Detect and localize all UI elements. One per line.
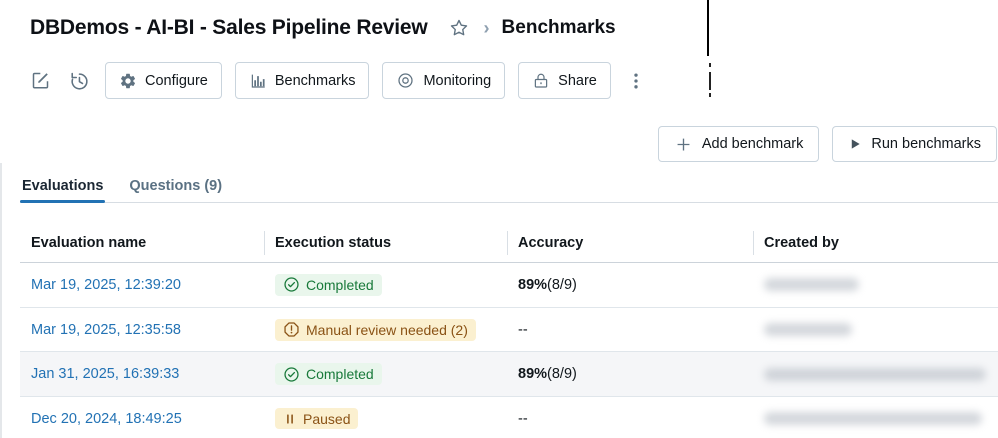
play-icon — [852, 139, 861, 149]
accuracy-cell: -- — [507, 411, 753, 427]
status-label: Paused — [303, 410, 351, 427]
check-circle-icon — [284, 277, 299, 292]
run-benchmarks-button[interactable]: Run benchmarks — [832, 126, 997, 162]
redacted-creator — [764, 278, 859, 292]
eye-icon — [398, 73, 414, 88]
breadcrumb-current: Benchmarks — [501, 17, 616, 38]
benchmarks-button[interactable]: Benchmarks — [234, 62, 370, 99]
status-badge: Completed — [275, 363, 382, 386]
gear-icon — [120, 73, 136, 88]
evaluation-name-cell: Dec 20, 2024, 18:49:25 — [20, 411, 264, 427]
toolbar: Configure Benchmarks Monitoring Share — [28, 62, 648, 99]
accuracy-cell: -- — [507, 322, 753, 338]
created-by-cell — [753, 367, 998, 381]
pause-icon — [287, 414, 293, 424]
kebab-menu-icon[interactable] — [624, 68, 648, 94]
configure-button[interactable]: Configure — [105, 62, 222, 99]
history-icon[interactable] — [66, 68, 92, 94]
column-header-execution-status: Execution status — [264, 224, 507, 262]
execution-status-cell: Manual review needed (2) — [264, 318, 507, 341]
created-by-cell — [753, 323, 998, 337]
execution-status-cell: Completed — [264, 273, 507, 296]
column-header-accuracy: Accuracy — [507, 224, 753, 262]
evaluation-link[interactable]: Dec 20, 2024, 18:49:25 — [31, 410, 182, 427]
monitoring-button-label: Monitoring — [423, 72, 492, 89]
breadcrumb-separator: › — [483, 18, 490, 38]
octagon-exclamation-icon — [284, 322, 299, 337]
evaluation-name-cell: Mar 19, 2025, 12:39:20 — [20, 277, 264, 293]
status-badge: Manual review needed (2) — [275, 318, 476, 341]
status-label: Completed — [306, 366, 374, 383]
accuracy-cell: 89% (8/9) — [507, 277, 753, 293]
share-button-label: Share — [558, 72, 597, 89]
favorite-star-icon[interactable] — [448, 17, 470, 39]
evaluation-link[interactable]: Mar 19, 2025, 12:35:58 — [31, 321, 181, 338]
lock-icon — [534, 73, 548, 88]
created-by-cell — [753, 278, 998, 292]
table-row: Mar 19, 2025, 12:39:20 Completed 89% (8/… — [20, 263, 998, 308]
status-label: Manual review needed (2) — [306, 321, 468, 338]
evaluations-table: Evaluation name Execution status Accurac… — [20, 224, 998, 438]
share-button[interactable]: Share — [518, 62, 611, 99]
redacted-creator — [764, 323, 852, 337]
plus-icon — [677, 138, 690, 150]
accuracy-detail: -- — [518, 410, 528, 427]
column-header-evaluation-name: Evaluation name — [31, 235, 147, 251]
bar-chart-icon — [251, 74, 265, 88]
evaluation-link[interactable]: Mar 19, 2025, 12:39:20 — [31, 276, 181, 293]
redacted-creator — [764, 412, 982, 426]
accuracy-detail: (8/9) — [547, 366, 577, 383]
benchmarks-button-label: Benchmarks — [274, 72, 356, 89]
status-badge: Completed — [275, 273, 382, 296]
evaluation-name-cell: Mar 19, 2025, 12:35:58 — [20, 322, 264, 338]
execution-status-cell: Completed — [264, 363, 507, 386]
add-benchmark-label: Add benchmark — [701, 136, 804, 152]
table-row: Jan 31, 2025, 16:39:33 Completed 89% (8/… — [20, 352, 998, 398]
accuracy-detail: -- — [518, 321, 528, 338]
accuracy-detail: (8/9) — [547, 276, 577, 293]
cursor-artifact-line — [707, 0, 709, 56]
tab-evaluations[interactable]: Evaluations — [19, 170, 106, 203]
edit-icon[interactable] — [28, 68, 53, 93]
cropped-edge-artifact — [709, 63, 711, 97]
accuracy-value: 89% — [518, 276, 548, 293]
accuracy-cell: 89% (8/9) — [507, 366, 753, 382]
table-row: Dec 20, 2024, 18:49:25 Paused -- — [20, 397, 998, 438]
panel-left-edge — [0, 163, 2, 438]
execution-status-cell: Paused — [264, 408, 507, 430]
table-header-row: Evaluation name Execution status Accurac… — [20, 224, 998, 263]
check-circle-icon — [284, 367, 299, 382]
redacted-creator — [764, 367, 986, 381]
created-by-cell — [753, 412, 998, 426]
evaluation-link[interactable]: Jan 31, 2025, 16:39:33 — [31, 366, 180, 383]
tab-bar: Evaluations Questions (9) — [19, 170, 998, 203]
column-header-created-by: Created by — [753, 224, 998, 262]
benchmark-actions: Add benchmark Run benchmarks — [657, 126, 997, 162]
table-row: Mar 19, 2025, 12:35:58 Manual review nee… — [20, 307, 998, 353]
status-label: Completed — [306, 276, 374, 293]
evaluation-name-cell: Jan 31, 2025, 16:39:33 — [20, 366, 264, 382]
configure-button-label: Configure — [145, 72, 208, 89]
accuracy-value: 89% — [518, 366, 548, 383]
tab-questions[interactable]: Questions (9) — [129, 178, 223, 194]
page-title: DBDemos - AI-BI - Sales Pipeline Review — [30, 16, 428, 39]
add-benchmark-button[interactable]: Add benchmark — [657, 126, 820, 162]
monitoring-button[interactable]: Monitoring — [382, 62, 506, 99]
header: DBDemos - AI-BI - Sales Pipeline Review … — [30, 12, 616, 44]
status-badge: Paused — [275, 408, 359, 430]
run-benchmarks-label: Run benchmarks — [871, 136, 981, 152]
